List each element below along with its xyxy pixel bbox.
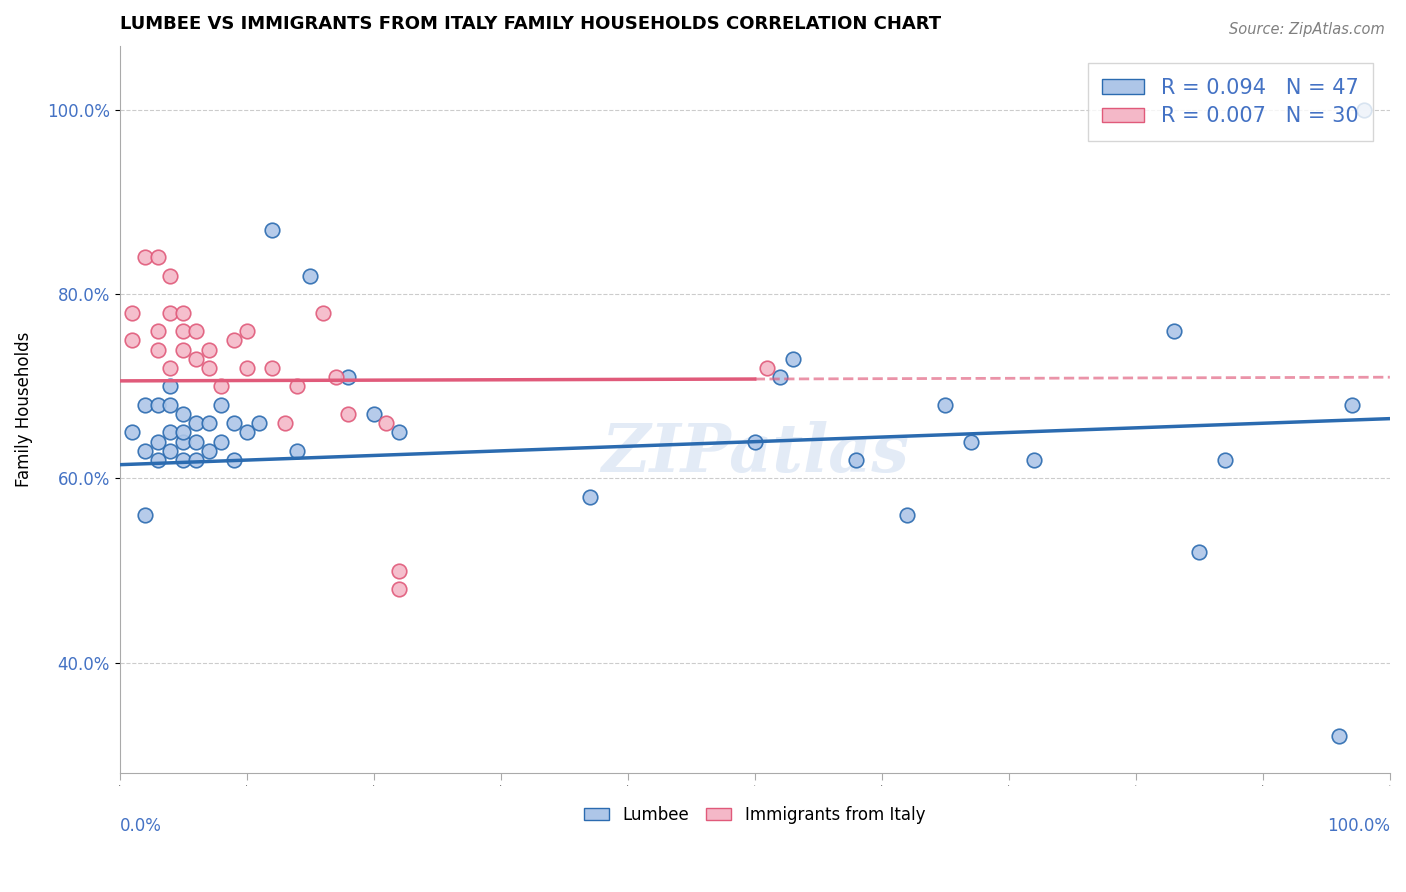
Point: [1353, 103, 1375, 117]
Point: [845, 453, 868, 467]
Point: [388, 582, 411, 596]
Text: LUMBEE VS IMMIGRANTS FROM ITALY FAMILY HOUSEHOLDS CORRELATION CHART: LUMBEE VS IMMIGRANTS FROM ITALY FAMILY H…: [120, 15, 941, 33]
Point: [934, 398, 956, 412]
Point: [159, 306, 181, 320]
Point: [235, 324, 257, 338]
Point: [287, 443, 309, 458]
Point: [121, 425, 143, 440]
Point: [337, 370, 360, 384]
Y-axis label: Family Households: Family Households: [15, 332, 32, 487]
Point: [121, 306, 143, 320]
Point: [1213, 453, 1236, 467]
Point: [172, 434, 194, 449]
Point: [1327, 730, 1350, 744]
Point: [1163, 324, 1185, 338]
Point: [782, 351, 804, 366]
Point: [172, 407, 194, 421]
Point: [287, 379, 309, 393]
Point: [312, 306, 335, 320]
Point: [260, 223, 283, 237]
Point: [363, 407, 385, 421]
Point: [578, 490, 600, 504]
Point: [184, 324, 207, 338]
Point: [247, 416, 270, 430]
Point: [388, 564, 411, 578]
Point: [769, 370, 792, 384]
Text: Source: ZipAtlas.com: Source: ZipAtlas.com: [1229, 22, 1385, 37]
Point: [172, 343, 194, 357]
Point: [146, 434, 169, 449]
Point: [172, 453, 194, 467]
Point: [134, 398, 156, 412]
Point: [337, 407, 360, 421]
Point: [209, 434, 232, 449]
Point: [375, 416, 398, 430]
Text: ZIPatlas: ZIPatlas: [600, 421, 908, 485]
Point: [222, 334, 245, 348]
Point: [146, 453, 169, 467]
Point: [159, 398, 181, 412]
Point: [172, 425, 194, 440]
Point: [146, 324, 169, 338]
Point: [184, 416, 207, 430]
Point: [235, 361, 257, 376]
Point: [134, 443, 156, 458]
Point: [299, 268, 322, 283]
Point: [197, 416, 219, 430]
Point: [209, 398, 232, 412]
Point: [744, 434, 766, 449]
Point: [159, 443, 181, 458]
Point: [184, 453, 207, 467]
Point: [896, 508, 918, 523]
Point: [184, 434, 207, 449]
Point: [184, 351, 207, 366]
Point: [146, 343, 169, 357]
Point: [159, 268, 181, 283]
Point: [197, 443, 219, 458]
Point: [146, 398, 169, 412]
Point: [197, 343, 219, 357]
Point: [222, 453, 245, 467]
Point: [159, 361, 181, 376]
Point: [197, 361, 219, 376]
Point: [146, 251, 169, 265]
Text: 100.0%: 100.0%: [1327, 817, 1391, 835]
Point: [209, 379, 232, 393]
Point: [388, 425, 411, 440]
Point: [222, 416, 245, 430]
Point: [325, 370, 347, 384]
Point: [1024, 453, 1046, 467]
Point: [172, 324, 194, 338]
Point: [121, 334, 143, 348]
Point: [1340, 398, 1362, 412]
Point: [756, 361, 779, 376]
Point: [159, 379, 181, 393]
Point: [134, 508, 156, 523]
Point: [235, 425, 257, 440]
Point: [172, 306, 194, 320]
Point: [274, 416, 297, 430]
Text: 0.0%: 0.0%: [120, 817, 162, 835]
Point: [260, 361, 283, 376]
Point: [134, 251, 156, 265]
Point: [1188, 545, 1211, 559]
Point: [959, 434, 981, 449]
Point: [159, 425, 181, 440]
Legend: Lumbee, Immigrants from Italy: Lumbee, Immigrants from Italy: [578, 799, 932, 830]
